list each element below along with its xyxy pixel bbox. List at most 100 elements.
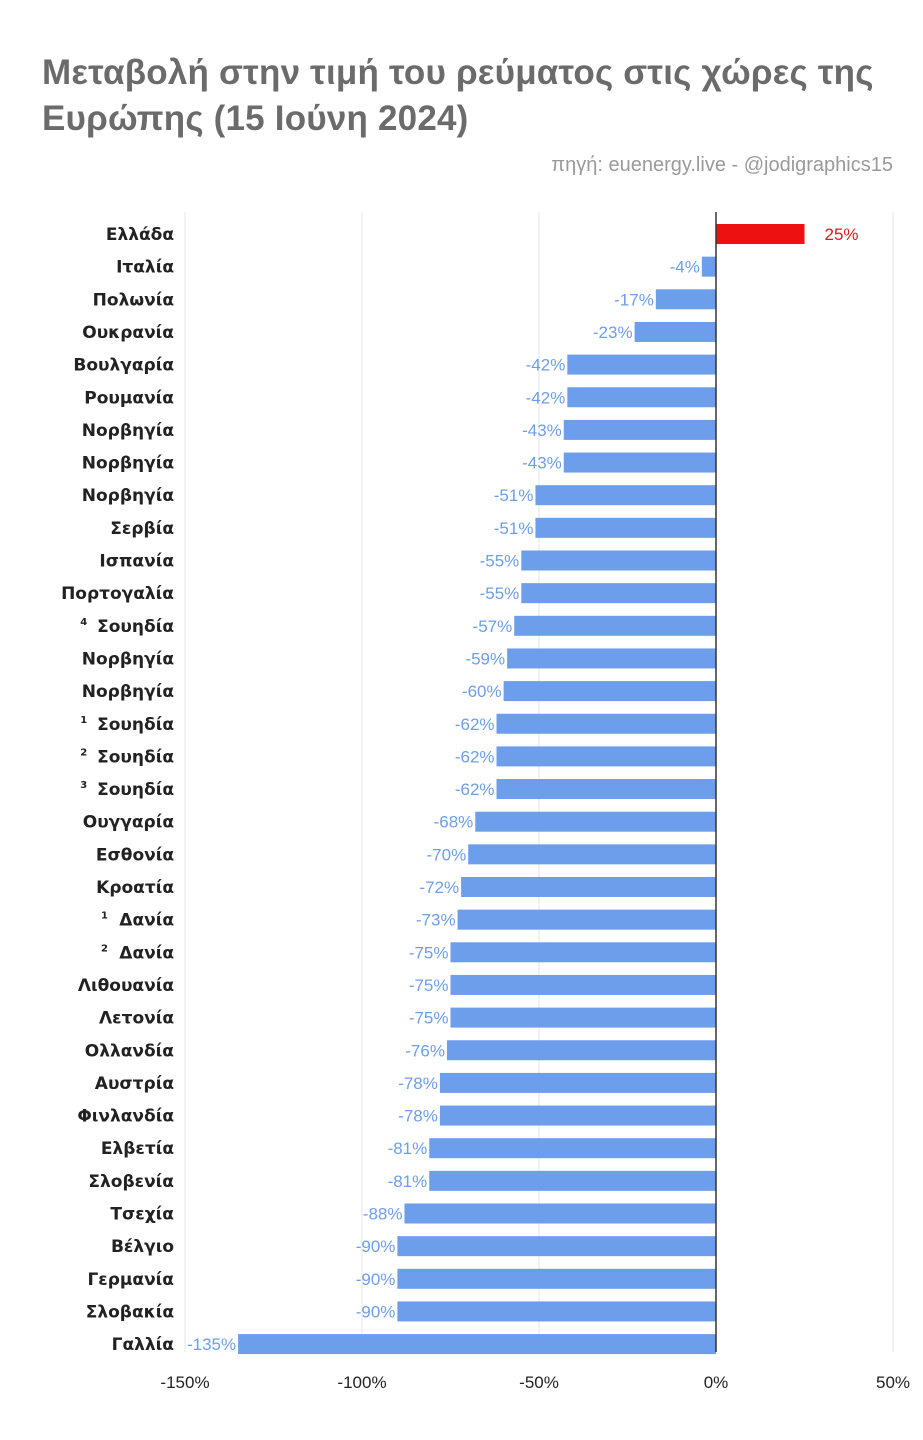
data-label: -51% [494,519,534,538]
x-tick-label: -100% [337,1373,386,1392]
category-label: Γερμανία [87,1270,174,1290]
x-tick-label: -150% [160,1373,209,1392]
category-label: Ρουμανία [84,388,174,408]
category-label: Ουγγαρία [83,813,174,833]
bar [514,615,716,636]
category-label: Σουηδία [97,780,174,800]
category-label: Σερβία [110,519,174,539]
data-label: -62% [455,715,495,734]
category-note: 2 [101,943,108,954]
bar [701,256,716,277]
category-label: Σουηδία [97,747,174,767]
bar [535,517,716,538]
category-label: Γαλλία [112,1335,174,1355]
category-label: Ελβετία [101,1139,174,1159]
category-label: Νορβηγία [82,649,174,669]
category-label: Βουλγαρία [73,356,174,376]
data-label: -78% [398,1107,438,1126]
bar [404,1203,716,1224]
bar [716,224,805,244]
data-label: -81% [388,1172,428,1191]
category-label: Ελλάδα [106,225,174,245]
bar [535,485,716,506]
data-label: -43% [522,421,562,440]
bar [439,1105,716,1126]
bar [468,844,716,865]
data-label: -75% [409,1009,449,1028]
data-label: -135% [187,1335,236,1354]
chart-title: Μεταβολή στην τιμή του ρεύματος στις χώρ… [42,53,874,138]
category-note: 1 [80,715,87,726]
bar [457,909,716,930]
category-label: Πολωνία [93,290,174,310]
category-note: 4 [80,617,87,628]
data-label: -75% [409,943,449,962]
data-label: -59% [465,649,505,668]
category-label: Νορβηγία [82,682,174,702]
category-label: Βέλγιο [111,1237,174,1257]
bar [397,1268,716,1289]
data-label: -55% [480,552,520,571]
data-label: -72% [419,878,459,897]
data-label: -42% [526,388,566,407]
bar [521,583,716,604]
category-note: 3 [80,780,87,791]
bar [496,713,716,734]
bar [496,746,716,767]
data-label: -42% [526,356,566,375]
data-label: -17% [614,290,654,309]
bar [450,942,716,963]
category-label: Σλοβακία [86,1302,174,1322]
category-note: 1 [101,911,108,922]
category-label: Τσεχία [110,1205,174,1225]
x-tick-label: 0% [704,1373,729,1392]
category-label: Εσθονία [96,845,174,865]
bar [521,550,716,571]
bar [503,681,716,702]
chart-source: πηγή: euenergy.live - @jodigraphics15 [551,154,893,176]
data-label: -90% [356,1302,396,1321]
data-label: -90% [356,1237,396,1256]
category-label: Σλοβενία [88,1172,174,1192]
bar [397,1236,716,1257]
data-label: -88% [363,1205,403,1224]
bar [507,648,716,669]
data-label: -55% [480,584,520,603]
category-label: Κροατία [96,878,174,898]
data-label: -75% [409,976,449,995]
data-label: -43% [522,454,562,473]
bar [475,811,716,832]
data-label: -23% [593,323,633,342]
category-note: 2 [80,747,87,758]
bar [563,452,716,473]
category-label: Δανία [119,911,174,931]
bar [461,877,716,897]
category-label: Νορβηγία [82,486,174,506]
data-label: -51% [494,486,534,505]
category-label: Λετονία [99,1009,174,1029]
category-label: Σουηδία [97,715,174,735]
bar [563,419,716,440]
category-label: Πορτογαλία [61,584,174,604]
category-label: Δανία [119,943,174,963]
category-label: Φινλανδία [77,1107,174,1127]
data-label: -57% [473,617,513,636]
category-label: Σουηδία [97,617,174,637]
category-label: Νορβηγία [82,421,174,441]
bar [238,1334,716,1355]
category-label: Νορβηγία [82,454,174,474]
bar [397,1301,716,1322]
data-label: -68% [434,813,474,832]
bar [450,1007,716,1028]
data-label: -81% [388,1139,428,1158]
data-label: -70% [427,845,467,864]
bar [567,387,716,408]
bar [439,1072,716,1093]
category-label: Ολλανδία [85,1041,174,1061]
bar [634,321,716,342]
data-label: -62% [455,747,495,766]
x-tick-label: -50% [519,1373,559,1392]
category-label: Λιθουανία [78,976,174,996]
category-label: Ιταλία [116,258,174,278]
